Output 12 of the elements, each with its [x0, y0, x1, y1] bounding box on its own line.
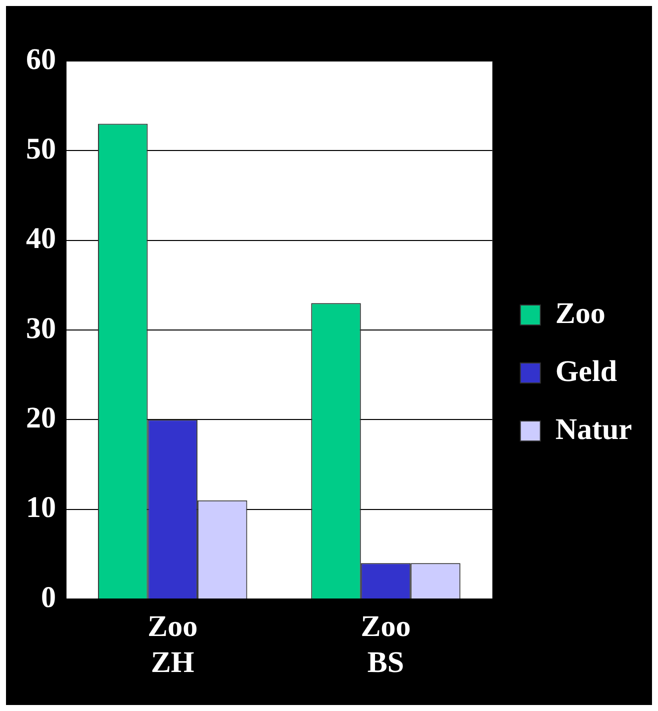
legend-label: Geld: [555, 354, 618, 388]
y-tick-label: 20: [26, 401, 56, 434]
y-tick-label: 40: [26, 222, 56, 256]
y-tick-label: 30: [26, 312, 56, 345]
y-tick-label: 0: [41, 580, 56, 614]
legend-label: Zoo: [555, 296, 606, 330]
legend-label: Natur: [555, 412, 632, 446]
y-tick-label: 10: [26, 491, 56, 524]
x-tick-label: Zoo ZH: [148, 610, 198, 679]
y-tick-label: 50: [26, 132, 56, 166]
x-tick-label: Zoo BS: [360, 610, 411, 679]
y-tick-label: 60: [26, 42, 56, 76]
